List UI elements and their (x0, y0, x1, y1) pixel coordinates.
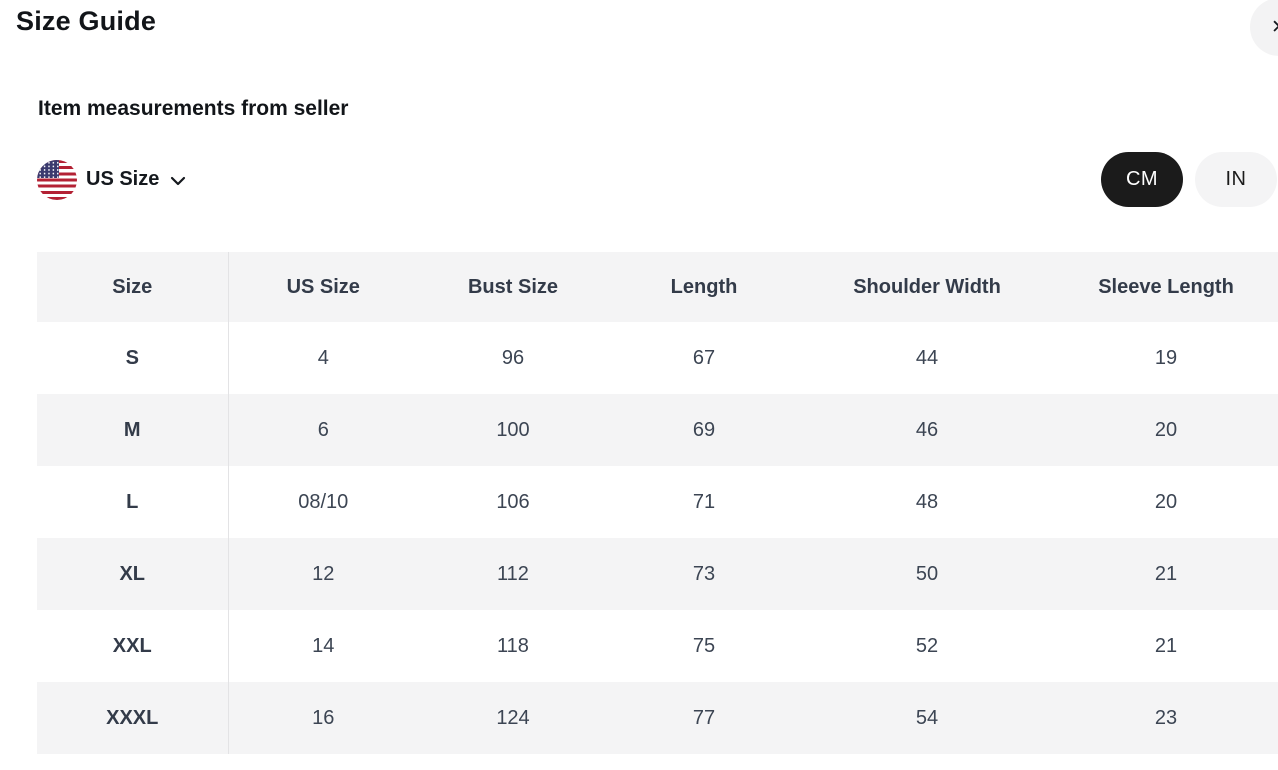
value-cell: 08/10 (298, 490, 349, 513)
column-header-us-size: US Size (228, 252, 418, 322)
value-cell: 44 (915, 346, 939, 369)
size-table: Size US Size Bust Size Length Shoulder Width… (37, 252, 1278, 754)
table-row: M 6 100 69 46 20 (37, 394, 1278, 466)
value-cell: 14 (312, 634, 335, 657)
column-header-length: Length (608, 252, 800, 322)
us-flag-canton (37, 159, 59, 178)
value-cell: 118 (497, 634, 529, 657)
size-cell: M (37, 394, 229, 466)
size-cell: S (37, 322, 229, 394)
table-header-row: Size US Size Bust Size Length Shoulder Width… (37, 252, 1278, 322)
value-cell: 21 (1154, 634, 1178, 657)
value-cell: 73 (608, 538, 800, 610)
unit-in-button[interactable]: IN (1195, 152, 1277, 207)
value-cell: 67 (692, 346, 716, 369)
value-cell: 69 (608, 394, 800, 466)
section-subtitle: Item measurements from seller (38, 97, 349, 120)
value-cell: 112 (418, 538, 608, 610)
table-row: S 4 96 67 44 19 (37, 322, 1278, 394)
controls-row: US Size CM IN (37, 152, 1277, 207)
table-row: L 08/10 106 71 48 20 (37, 466, 1278, 538)
size-cell: XXXL (37, 682, 229, 754)
page-title: Size Guide (16, 6, 157, 36)
size-cell: L (37, 466, 229, 538)
table-row: XXL 14 118 75 52 21 (37, 610, 1278, 682)
value-cell: 52 (915, 634, 939, 657)
value-cell: 54 (800, 682, 1054, 754)
value-cell: 16 (228, 682, 418, 754)
value-cell: 4 (317, 346, 329, 369)
value-cell: 96 (501, 346, 525, 369)
close-button[interactable]: ✕ (1250, 0, 1278, 56)
value-cell: 20 (1054, 394, 1278, 466)
chevron-down-icon (171, 176, 186, 186)
table-row: XXXL 16 124 77 54 23 (37, 682, 1278, 754)
size-cell: XL (37, 538, 229, 610)
table-header: Size US Size Bust Size Length Shoulder Width… (37, 252, 1278, 322)
value-cell: 71 (692, 490, 716, 513)
value-cell: 75 (692, 634, 716, 657)
value-cell: 19 (1154, 346, 1178, 369)
size-cell: XXL (37, 610, 229, 682)
column-header-bust-size: Bust Size (418, 252, 608, 322)
unit-toggle: CM IN (1101, 152, 1277, 207)
value-cell: 48 (915, 490, 939, 513)
value-cell: 77 (608, 682, 800, 754)
value-cell: 20 (1154, 490, 1178, 513)
table-row: XL 12 112 73 50 21 (37, 538, 1278, 610)
value-cell: 46 (800, 394, 1054, 466)
unit-cm-button[interactable]: CM (1101, 152, 1183, 207)
table-body: S 4 96 67 44 19 M 6 100 69 46 20 L 08/10 106 71 48 20 XL 12… (37, 322, 1278, 754)
close-icon: ✕ (1271, 16, 1278, 39)
value-cell: 6 (228, 394, 418, 466)
column-header-shoulder-width: Shoulder Width (800, 252, 1054, 322)
value-cell: 100 (418, 394, 608, 466)
value-cell: 23 (1054, 682, 1278, 754)
value-cell: 50 (800, 538, 1054, 610)
us-flag-icon (37, 159, 77, 200)
value-cell: 106 (496, 490, 530, 513)
value-cell: 12 (228, 538, 418, 610)
region-size-dropdown[interactable]: US Size (37, 159, 186, 200)
value-cell: 21 (1054, 538, 1278, 610)
value-cell: 124 (418, 682, 608, 754)
column-header-sleeve-length: Sleeve Length (1054, 252, 1278, 322)
column-header-size: Size (37, 252, 229, 322)
region-size-label: US Size (86, 168, 160, 190)
